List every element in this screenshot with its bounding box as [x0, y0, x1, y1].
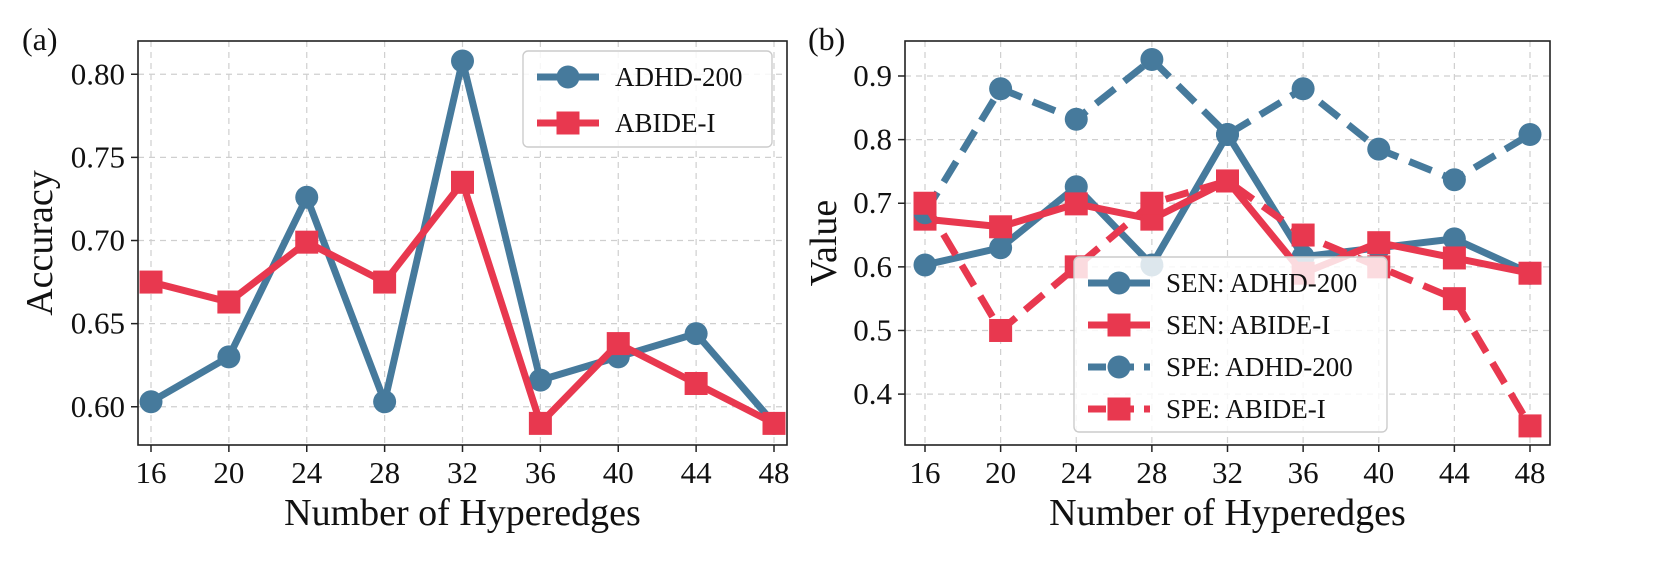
legend-label: SEN: ADHD-200 — [1166, 268, 1357, 298]
y-tick-label: 0.4 — [853, 376, 892, 411]
plot-frame — [904, 40, 1551, 446]
data-point — [606, 332, 630, 356]
legend-marker — [1107, 313, 1131, 337]
x-tick-label: 40 — [1363, 455, 1394, 490]
data-point — [295, 230, 319, 254]
x-tick-label: 28 — [369, 455, 400, 490]
data-point — [1291, 77, 1315, 101]
x-tick-label: 48 — [1515, 455, 1546, 490]
data-point — [139, 270, 163, 294]
data-point — [913, 191, 937, 215]
legend-label: ABIDE-I — [615, 108, 715, 138]
legend-marker — [556, 65, 580, 89]
y-tick-label: 0.5 — [853, 312, 892, 347]
data-point — [373, 390, 397, 414]
data-point — [217, 290, 241, 314]
data-point — [1442, 246, 1466, 270]
data-point — [1291, 223, 1315, 247]
data-point — [1518, 414, 1542, 438]
data-point — [528, 411, 552, 435]
x-tick-label: 44 — [1439, 455, 1471, 490]
y-tick-label: 0.65 — [71, 306, 125, 341]
data-point — [217, 345, 241, 369]
y-tick-label: 0.60 — [71, 389, 125, 424]
x-tick-label: 32 — [447, 455, 478, 490]
panel-a-accuracy-chart: 16 20 24 28 32 36 40 44 48 0.60 0.65 0.70 0.75 0.80 Nu… — [19, 21, 790, 534]
data-point — [1140, 47, 1164, 71]
data-point — [1064, 192, 1088, 216]
x-tick-label: 44 — [681, 455, 713, 490]
x-tick-label: 32 — [1212, 455, 1243, 490]
series-abide-i — [139, 170, 786, 435]
data-point — [1518, 123, 1542, 147]
x-axis-label: Number of Hyperedges — [284, 492, 641, 534]
x-tick-label: 36 — [1288, 455, 1319, 490]
legend: SEN: ADHD-200 SEN: ABIDE-I SPE: ADHD-200 SP… — [1073, 256, 1388, 433]
y-tick-label: 0.8 — [853, 122, 892, 157]
data-point — [1216, 169, 1239, 193]
data-point — [1216, 123, 1239, 147]
legend-marker — [556, 111, 580, 135]
data-point — [989, 318, 1013, 342]
panel-label: (a) — [22, 21, 58, 57]
y-axis-label: Value — [803, 200, 845, 287]
x-tick-label: 16 — [136, 455, 167, 490]
data-point — [762, 411, 786, 435]
data-point — [451, 170, 474, 194]
x-tick-label: 16 — [910, 455, 941, 490]
data-point — [373, 270, 397, 294]
data-point — [1140, 191, 1164, 215]
legend-label: ADHD-200 — [615, 62, 743, 92]
data-point — [1442, 287, 1466, 311]
x-tick-label: 20 — [985, 455, 1016, 490]
y-tick-label: 0.75 — [71, 139, 125, 174]
data-point — [451, 49, 474, 73]
series-spe-adhd-200 — [913, 47, 1542, 225]
y-tick-label: 0.6 — [853, 249, 892, 284]
y-tick-label: 0.9 — [853, 58, 892, 93]
legend-label: SPE: ABIDE-I — [1166, 394, 1326, 424]
y-axis-label: Accuracy — [19, 170, 61, 316]
data-point — [1064, 107, 1088, 131]
data-point — [989, 77, 1013, 101]
data-point — [1442, 227, 1466, 251]
legend: ADHD-200 ABIDE-I — [522, 50, 773, 148]
legend-label: SEN: ABIDE-I — [1166, 310, 1330, 340]
x-axis-label: Number of Hyperedges — [1049, 492, 1406, 534]
legend-label: SPE: ADHD-200 — [1166, 352, 1353, 382]
y-tick-label: 0.70 — [71, 223, 125, 258]
data-point — [1442, 168, 1466, 192]
series-line — [921, 177, 1534, 428]
x-tick-label: 20 — [213, 455, 244, 490]
y-tick-label: 0.80 — [71, 56, 125, 91]
data-point — [1367, 231, 1391, 255]
x-tick-label: 40 — [603, 455, 634, 490]
data-point — [989, 215, 1013, 239]
legend-box — [1073, 256, 1388, 433]
legend-marker — [1107, 397, 1131, 421]
data-point — [684, 322, 708, 346]
x-tick-label: 48 — [759, 455, 790, 490]
y-tick-label: 0.7 — [853, 185, 892, 220]
plot-frame — [137, 40, 788, 446]
legend-marker — [1107, 355, 1131, 379]
series-line — [922, 55, 1532, 215]
data-point — [1518, 261, 1542, 285]
panel-b-value-chart: 16 20 24 28 32 36 40 44 48 0.4 0.5 0.6 0.7 0.8 0.9 Numb… — [803, 21, 1551, 534]
data-point — [139, 390, 163, 414]
data-point — [1367, 137, 1391, 161]
data-point — [913, 253, 937, 277]
x-tick-label: 24 — [1061, 455, 1093, 490]
x-tick-label: 24 — [291, 455, 323, 490]
panel-label: (b) — [808, 21, 845, 57]
x-tick-label: 36 — [525, 455, 556, 490]
legend-marker — [1107, 271, 1131, 295]
data-point — [295, 185, 319, 209]
data-point — [989, 236, 1013, 260]
x-tick-label: 28 — [1136, 455, 1167, 490]
data-point — [684, 371, 708, 395]
data-point — [528, 368, 552, 392]
